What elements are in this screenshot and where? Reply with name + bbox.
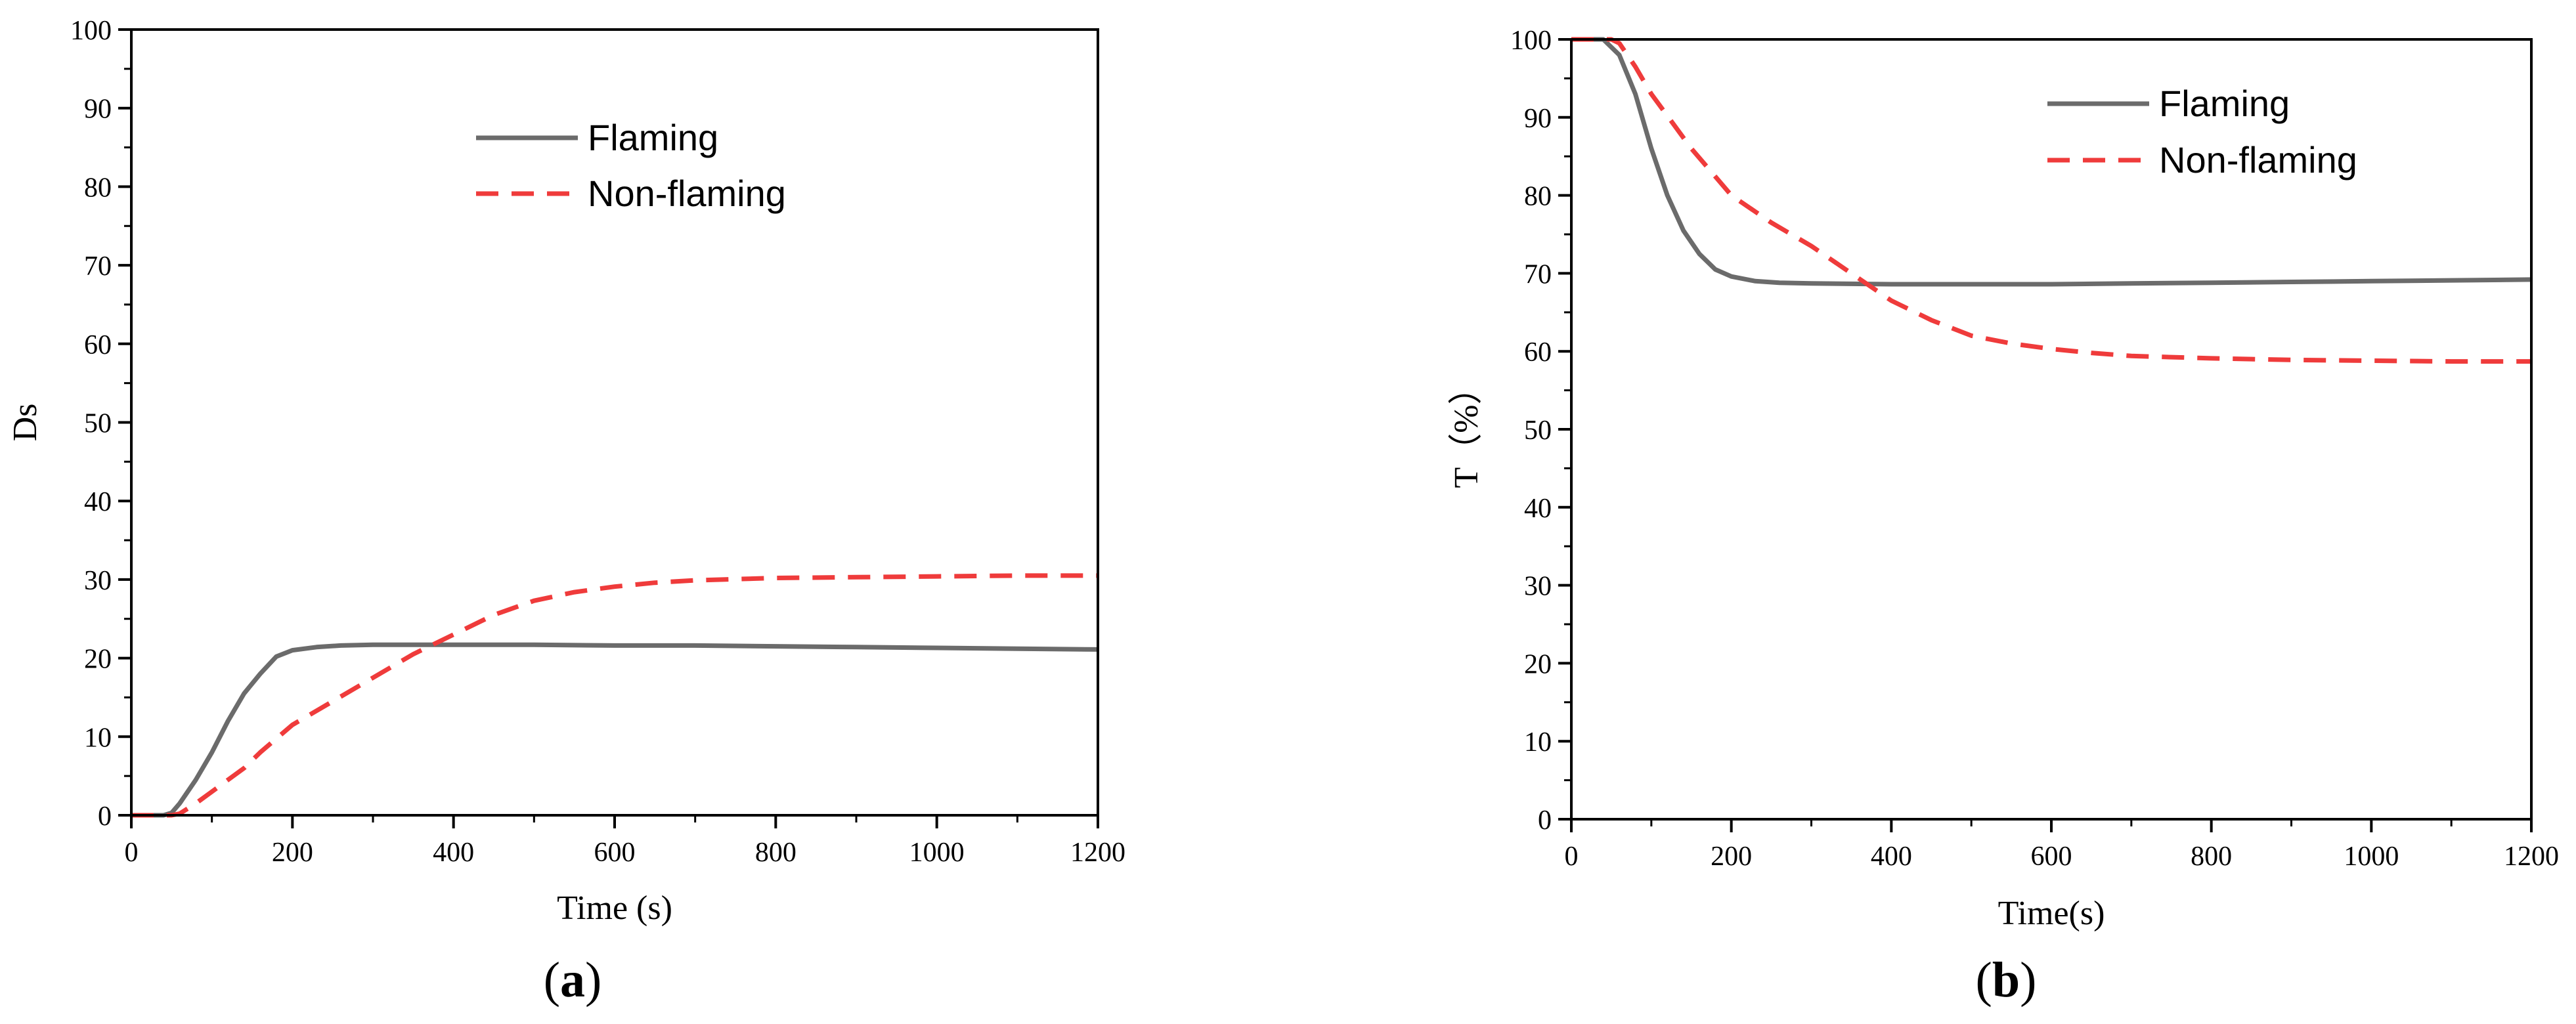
x-tick-label: 400 (433, 838, 474, 868)
x-tick-label: 800 (755, 838, 797, 868)
y-tick-label: 0 (98, 801, 112, 832)
series-line-flaming (1571, 37, 2532, 287)
y-tick-label: 70 (84, 251, 112, 282)
y-tick-label: 60 (84, 330, 112, 360)
y-tick-label: 80 (84, 173, 112, 203)
y-tick-label: 80 (1524, 182, 1552, 212)
y-tick-label: 40 (1524, 494, 1552, 524)
y-tick-label: 40 (84, 487, 112, 517)
y-tick-label: 70 (1524, 259, 1552, 289)
y-tick-label: 20 (84, 645, 112, 675)
x-tick-label: 0 (1565, 842, 1579, 872)
y-tick-label: 20 (1524, 649, 1552, 679)
y-tick-label: 10 (1524, 727, 1552, 757)
plot-frame (1570, 38, 2533, 821)
y-axis-title: Ds (7, 404, 44, 442)
legend-label: Non-flaming (588, 173, 786, 214)
y-axis-title: T（%） (1448, 370, 1485, 488)
y-tick-label: 0 (1538, 805, 1552, 836)
y-tick-label: 50 (1524, 416, 1552, 446)
legend-label: Flaming (2159, 83, 2290, 124)
x-axis-title: Time(s) (1998, 895, 2105, 932)
panel-label: (b) (1976, 952, 2037, 1008)
x-tick-label: 1000 (2344, 842, 2399, 872)
y-tick-label: 100 (70, 16, 112, 46)
x-tick-label: 200 (272, 838, 313, 868)
x-tick-label: 200 (1711, 842, 1752, 872)
y-tick-label: 90 (84, 95, 112, 125)
panel-label: (a) (544, 952, 602, 1008)
x-tick-label: 1000 (909, 838, 965, 868)
x-tick-label: 600 (594, 838, 636, 868)
y-tick-label: 10 (84, 723, 112, 753)
y-tick-label: 100 (1510, 26, 1552, 56)
y-tick-label: 60 (1524, 337, 1552, 368)
legend-label: Non-flaming (2159, 139, 2357, 181)
y-tick-label: 30 (84, 566, 112, 596)
series-line-non-flaming (1571, 37, 2531, 364)
y-tick-label: 30 (1524, 572, 1552, 602)
series-line-flaming (131, 642, 1099, 818)
legend-label: Flaming (588, 117, 718, 158)
x-tick-label: 800 (2191, 842, 2232, 872)
x-tick-label: 0 (125, 838, 139, 868)
x-tick-label: 400 (1871, 842, 1912, 872)
y-tick-label: 90 (1524, 104, 1552, 134)
x-tick-label: 600 (2031, 842, 2072, 872)
x-axis-title: Time (s) (557, 889, 672, 927)
x-tick-label: 1200 (1070, 838, 1125, 868)
series-line-non-flaming (131, 573, 1098, 818)
x-tick-label: 1200 (2504, 842, 2559, 872)
y-tick-label: 50 (84, 409, 112, 439)
